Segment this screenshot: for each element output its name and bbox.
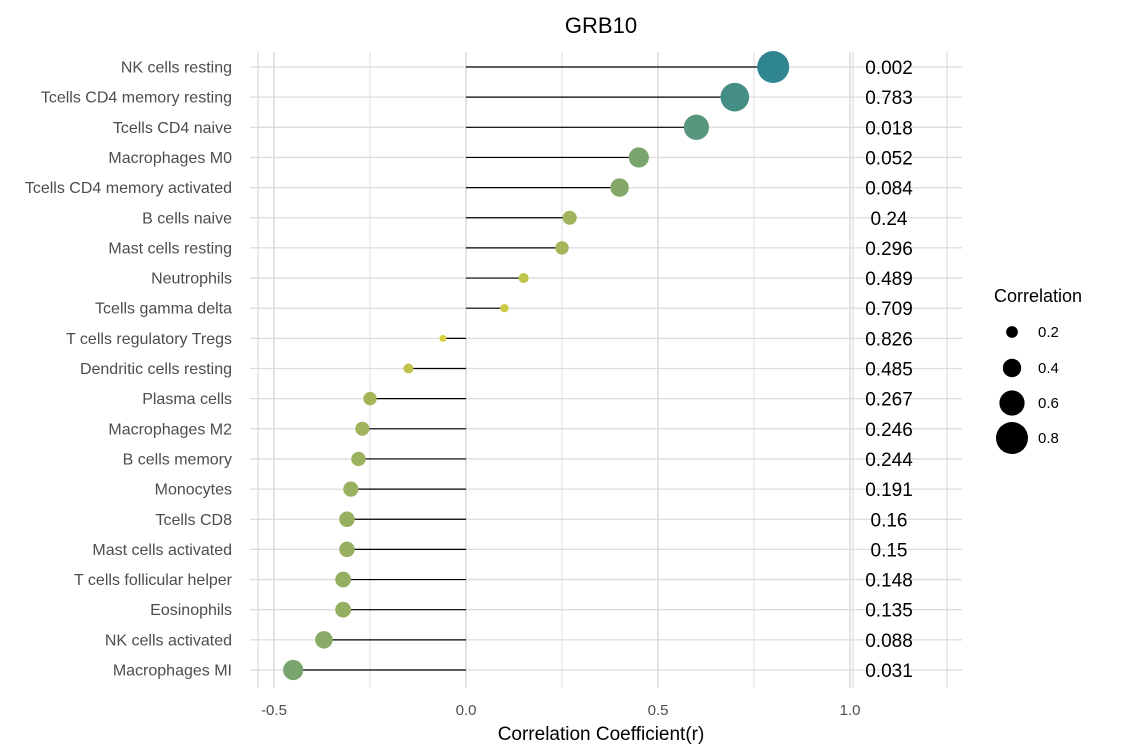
- lollipop-dot: [351, 451, 366, 467]
- lollipop-dot: [610, 178, 629, 197]
- p-value-label: 0.135: [865, 601, 913, 622]
- legend-label: 0.4: [1038, 360, 1059, 377]
- lollipop-dot: [339, 511, 355, 527]
- y-axis-label: Tcells CD4 naive: [113, 120, 232, 137]
- p-value-label: 0.031: [865, 661, 913, 682]
- legend-title: Correlation: [994, 286, 1082, 306]
- y-axis-label: T cells regulatory Tregs: [66, 331, 232, 348]
- y-axis-label: Macrophages M0: [108, 150, 232, 167]
- y-axis-label: Tcells CD4 memory activated: [25, 180, 232, 197]
- dots: [283, 51, 790, 681]
- lollipop-dot: [335, 571, 352, 588]
- lollipop-dot: [500, 304, 509, 313]
- p-value-label: 0.002: [865, 58, 913, 79]
- p-value-label: 0.244: [865, 450, 913, 471]
- p-value-label: 0.485: [865, 360, 913, 381]
- y-axis-label: Macrophages M2: [108, 421, 232, 438]
- lollipop-dot: [439, 334, 447, 342]
- y-axis-label: Eosinophils: [150, 602, 232, 619]
- x-axis-title: Correlation Coefficient(r): [498, 724, 705, 745]
- p-value-label: 0.267: [865, 390, 913, 411]
- lollipop-dot: [339, 541, 355, 558]
- lollipop-dot: [355, 421, 370, 436]
- lollipop-dot: [363, 391, 377, 406]
- y-axis-label: Macrophages MI: [113, 663, 232, 680]
- p-value-label: 0.084: [865, 179, 913, 200]
- p-value-column: 0.002 0.783 0.018 0.052 0.084 0.24 0.296 0.489 0…: [865, 58, 913, 682]
- p-value-label: 0.709: [865, 299, 913, 320]
- y-axis-label: Tcells CD8: [156, 512, 233, 529]
- p-value-label: 0.148: [865, 571, 913, 592]
- p-value-label: 0.783: [865, 88, 913, 109]
- y-axis-label: T cells follicular helper: [74, 572, 233, 589]
- y-axis-label: NK cells activated: [105, 632, 232, 649]
- lollipop-dot: [403, 363, 414, 374]
- lollipop-dot: [757, 51, 790, 83]
- p-value-label: 0.052: [865, 148, 913, 169]
- y-axis-label: B cells memory: [123, 451, 232, 468]
- x-tick-label: 0.5: [648, 702, 669, 719]
- lollipop-dot: [683, 114, 710, 140]
- x-tick-label: 1.0: [840, 702, 861, 719]
- y-axis-label: B cells naive: [142, 210, 232, 227]
- legend-label: 0.2: [1038, 324, 1059, 341]
- legend-label: 0.8: [1038, 430, 1059, 447]
- lollipop-dot: [335, 601, 352, 618]
- lollipop-dot: [562, 210, 577, 225]
- p-value-label: 0.191: [865, 480, 913, 501]
- p-value-label: 0.088: [865, 631, 913, 652]
- p-value-label: 0.018: [865, 118, 913, 139]
- y-axis-label: Monocytes: [155, 482, 232, 499]
- y-axis-label: NK cells resting: [121, 60, 232, 77]
- x-tick-label: -0.5: [261, 702, 287, 719]
- x-axis-ticks: -0.5 0.0 0.5 1.0: [261, 702, 860, 719]
- y-axis-label: Dendritic cells resting: [80, 361, 232, 378]
- legend-size-key: [996, 422, 1028, 454]
- y-axis-label: Tcells gamma delta: [95, 301, 232, 318]
- legend: Correlation 0.2 0.4 0.6 0.8: [994, 286, 1082, 454]
- p-value-label: 0.826: [865, 329, 913, 350]
- lollipop-dot: [628, 147, 649, 168]
- p-value-label: 0.296: [865, 239, 913, 260]
- lollipop-dot: [283, 659, 304, 681]
- y-axis-label: Tcells CD4 memory resting: [41, 90, 232, 107]
- p-value-label: 0.15: [871, 540, 908, 561]
- stems: [293, 66, 774, 671]
- legend-size-key: [1006, 326, 1018, 338]
- y-axis-label: Plasma cells: [142, 391, 232, 408]
- legend-label: 0.6: [1038, 395, 1059, 412]
- legend-size-key: [999, 390, 1025, 416]
- legend-size-key: [1002, 358, 1022, 378]
- p-value-label: 0.489: [865, 269, 913, 290]
- lollipop-dot: [518, 273, 529, 284]
- lollipop-dot: [343, 481, 359, 497]
- y-axis-label: Mast cells resting: [108, 240, 232, 257]
- x-tick-label: 0.0: [456, 702, 477, 719]
- lollipop-dot: [555, 241, 569, 255]
- p-value-label: 0.246: [865, 420, 913, 441]
- y-axis-labels: NK cells resting Tcells CD4 memory restin…: [25, 60, 233, 680]
- lollipop-dot: [720, 82, 750, 112]
- lollipop-dot: [315, 631, 333, 649]
- y-axis-label: Neutrophils: [151, 271, 232, 288]
- p-value-label: 0.16: [871, 510, 908, 531]
- p-value-label: 0.24: [871, 209, 908, 230]
- chart-title: GRB10: [565, 13, 637, 38]
- y-axis-label: Mast cells activated: [92, 542, 232, 559]
